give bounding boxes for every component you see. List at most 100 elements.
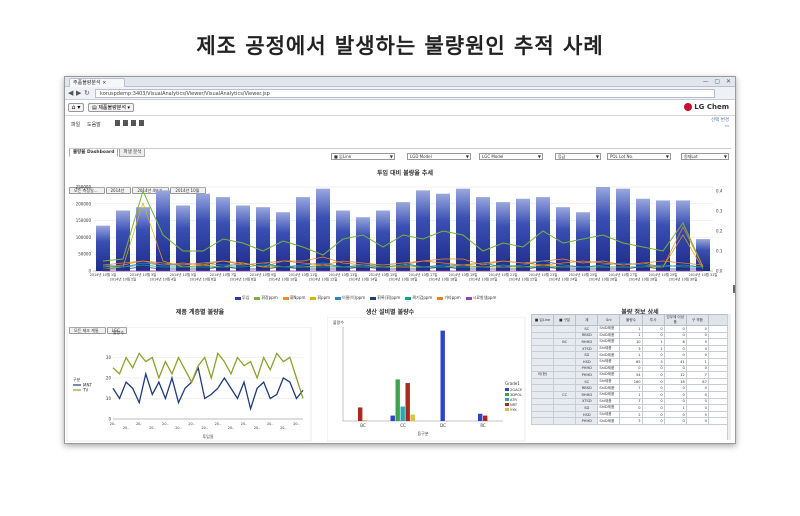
bar-chart-title: 생산 설비별 불량수 [365, 309, 415, 316]
table-header-cell[interactable]: ■ 입Line [531, 314, 555, 326]
table-cell: 0 [685, 325, 709, 333]
table-row[interactable]: HSD Shi제품 65 3 41 1 [531, 357, 731, 366]
table-cell: ShiD제품 [597, 390, 621, 399]
table-header-cell[interactable]: 업무에 이상 품 [663, 314, 687, 326]
table-cell [553, 397, 577, 406]
crumb-month[interactable]: 2014년 10월 [170, 187, 207, 194]
line-x-label: 투입일 [202, 433, 213, 439]
table-scrollbar[interactable] [727, 314, 731, 440]
table-row[interactable]: XTSD Shi제품 3 1 0 0 [531, 344, 731, 353]
trend-legend-item[interactable]: 휘ppm [310, 295, 330, 301]
table-row[interactable]: PHHD ShiD제품 0 0 0 0 [531, 364, 731, 373]
side-expand-handle[interactable] [733, 285, 735, 293]
url-input[interactable]: koruspdemp:3403/VisualAnalytics/Viewer/V… [95, 89, 715, 98]
table-row[interactable]: HSD Shi제품 2 0 0 0 [531, 410, 731, 419]
table-row[interactable]: CC RHHD ShiD제품 1 0 0 0 [531, 390, 731, 399]
table-row[interactable]: SC Shi제품 160 0 18 87 [531, 377, 731, 386]
trend-legend-item[interactable]: 시료발생ppm [465, 295, 496, 301]
browser-tab[interactable]: 주품불량분석 × [69, 78, 125, 87]
table-cell: PHHD [575, 364, 599, 373]
menu-button[interactable]: ▤ 제품불량분석 ▾ [88, 103, 134, 112]
table-cell: 8 [663, 338, 687, 346]
table-row[interactable]: 이(현) PHHD ShiD제품 54 0 12 7 [531, 371, 731, 379]
back-icon[interactable]: ◀ [68, 89, 74, 97]
toolbar-file[interactable]: 파일 [71, 122, 81, 128]
trend-bar [476, 197, 490, 271]
top-link-1[interactable]: 선택 변경 [711, 118, 729, 123]
trend-bar [176, 205, 190, 271]
table-cell: 2 [619, 410, 643, 419]
top-link-2[interactable]: ▭ [724, 124, 729, 129]
home-button[interactable]: ⌂ ▾ [68, 103, 84, 112]
grade-y-label: 불량수 [333, 319, 344, 325]
crumb-all[interactable]: 모든 측정일... [69, 187, 105, 194]
table-cell: 0 [685, 331, 709, 340]
legend-label: 이물(이)ppm [342, 295, 366, 300]
crumb-year[interactable]: 2014년 [105, 187, 132, 194]
filter-grade[interactable]: 등급 [555, 153, 601, 160]
export-icon[interactable] [131, 120, 136, 126]
table-cell [531, 364, 555, 373]
toolbar-help[interactable]: 도움말 [87, 122, 101, 128]
filter-lgd-model[interactable]: LGD Model [407, 153, 471, 160]
filter-lgc-model[interactable]: LGC Model [479, 153, 543, 160]
trend-x-tick: 2014년 10월 21일 [489, 272, 518, 277]
forward-icon[interactable]: ▶ [76, 89, 82, 97]
filter-line[interactable]: ■ 입Line [331, 153, 395, 160]
window-controls[interactable]: — ▢ ✕ [702, 78, 733, 85]
table-header-cell[interactable]: 투사 [641, 314, 665, 326]
trend-x-tick: 2014년 10월 22일 [509, 277, 538, 282]
crumb-mfg-all[interactable]: 모든 제조 계통 [69, 327, 106, 334]
line-legend-title: 구분 [73, 377, 81, 382]
trend-legend-item[interactable]: 투입 [235, 295, 249, 301]
trend-y2-tick: 0.4 [716, 189, 723, 194]
trend-x-tick: 2014년 10월 1일 [90, 272, 117, 277]
logo-icon [684, 103, 693, 111]
grade-bar [410, 414, 415, 421]
table-cell: 0 [641, 397, 665, 406]
table-cell: 5 [685, 338, 709, 346]
table-cell [531, 325, 555, 333]
legend-swatch-icon [465, 296, 472, 300]
reload-icon[interactable]: ↻ [84, 89, 90, 97]
table-header-cell[interactable]: 불량수 [619, 314, 643, 326]
table-cell: 65 [619, 357, 643, 366]
table-row[interactable]: RBSD ShiD제품 7 0 0 0 [531, 384, 731, 392]
table-cell: SC [575, 377, 599, 386]
crumb-lgc[interactable]: LGC [106, 327, 127, 334]
table-row[interactable]: RBSD ShiD제품 1 0 0 0 [531, 331, 731, 340]
table-cell: 12 [663, 371, 687, 379]
table-cell [531, 351, 555, 359]
table-header-cell[interactable]: ■ 구분 [553, 314, 577, 326]
table-cell: ShiD제품 [597, 351, 621, 359]
table-row[interactable]: XTSD Shi제품 7 0 0 0 [531, 397, 731, 406]
trend-bar [416, 190, 430, 271]
trend-legend-item[interactable]: 기타ppm [437, 295, 461, 301]
table-cell: PHHD [575, 417, 599, 425]
trend-legend-item[interactable]: 휘장ppm [254, 295, 278, 301]
trend-legend-item[interactable]: 휘Nppm [282, 295, 305, 301]
print-icon[interactable] [139, 120, 144, 126]
filter-pol-lot[interactable]: POL Lot No. [607, 153, 671, 160]
trend-legend-item[interactable]: 찍기검ppm [405, 295, 432, 301]
table-cell [553, 364, 577, 373]
open-icon[interactable] [115, 120, 120, 126]
table-row[interactable]: SD ShiD제품 0 0 1 0 [531, 404, 731, 412]
filter-raw-lot[interactable]: 원재Lot [681, 153, 729, 160]
table-row[interactable]: PHHD ShiD제품 3 0 0 0 [531, 417, 731, 425]
save-icon[interactable] [123, 120, 128, 126]
table-header-cell[interactable]: 계 [575, 314, 599, 326]
table-cell [531, 404, 555, 412]
trend-legend-item[interactable]: 휘록(휘)ppm [370, 295, 400, 301]
table-header-cell[interactable]: 구 격합 [685, 314, 709, 326]
trend-legend-item[interactable]: 이물(이)ppm [335, 295, 365, 301]
page-title: 제조 공정에서 발생하는 불량원인 추적 사례 [196, 34, 604, 58]
table-cell: HSD [575, 410, 599, 419]
table-row[interactable]: BC RHHD ShiD제품 10 1 8 5 [531, 338, 731, 346]
table-cell: 0 [663, 417, 687, 425]
table-row[interactable]: SC ShiD제품 1 0 0 0 [531, 325, 731, 333]
trend-x-tick: 2014년 10월 5일 [170, 272, 197, 277]
table-row[interactable]: SD ShiD제품 1 0 0 0 [531, 351, 731, 359]
table-header-cell[interactable]: Src [597, 314, 621, 326]
